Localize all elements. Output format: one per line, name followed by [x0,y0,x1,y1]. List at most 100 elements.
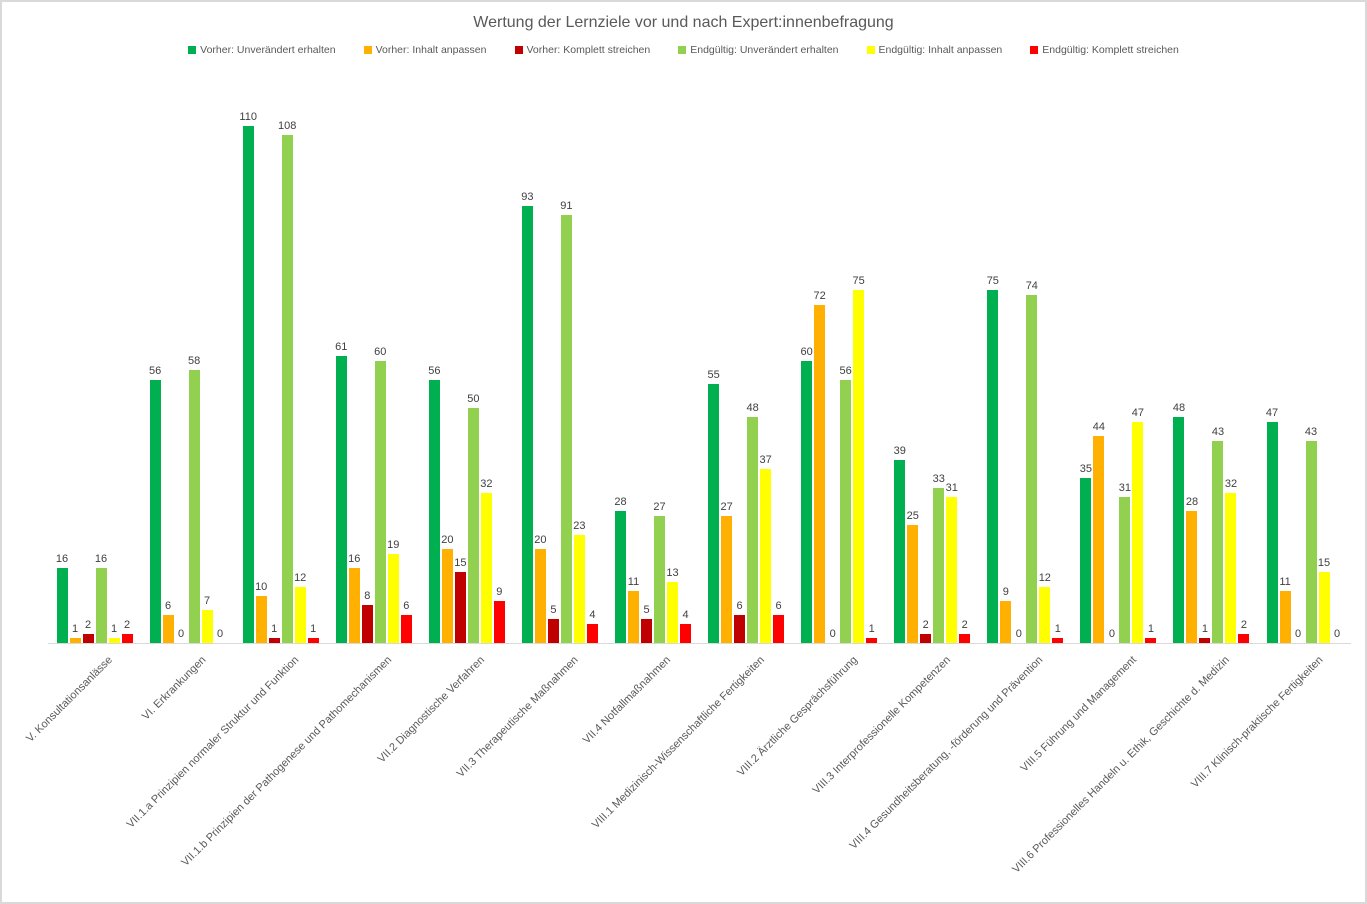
bar-value-label: 32 [1224,478,1238,490]
bar-slot: 0 [826,78,839,643]
bar-value-label: 37 [759,454,772,466]
bar-value-label: 27 [653,501,666,513]
bar [1212,441,1224,643]
bar [586,624,598,643]
bar-value-label: 16 [348,553,361,565]
bar [307,638,319,643]
bar-slot: 2 [121,78,134,643]
bar [907,525,919,643]
bar-value-label: 7 [204,595,211,607]
bar [1186,511,1198,643]
bar-value-label: 28 [614,496,627,508]
x-axis-labels: V. Konsultationsanlässe VI. Erkrankungen V… [24,644,1351,904]
bar-value-label: 2 [123,619,131,631]
bar-group: 39 25 2 33 31 2 [886,78,979,643]
bar-value-label: 6 [775,600,782,612]
bar-slot: 6 [733,78,746,643]
bar-value-label: 11 [1279,576,1291,588]
bar-slot: 1 [1144,78,1157,643]
bar [56,568,68,643]
bar-slot: 0 [1292,78,1305,643]
bar-value-label: 0 [178,628,185,640]
bar-value-label: 47 [1265,407,1279,419]
bar-slot: 5 [640,78,653,643]
bar [400,615,412,643]
bar-slot: 72 [813,78,826,643]
bar-value-label: 10 [255,581,268,593]
bar [1132,422,1144,643]
bar-value-label: 23 [573,520,586,532]
bar-value-label: 9 [1002,586,1009,598]
bar-slot: 110 [239,78,257,643]
bar-group: 48 28 1 43 32 2 [1165,78,1258,643]
bar-slot: 11 [1279,78,1292,643]
x-label-cell: VII.1.b Prinzipien der Pathogenese und P… [180,644,420,904]
bar-value-label: 1 [110,623,118,635]
bar-group: 61 16 8 60 19 6 [327,78,420,643]
bar-slot: 12 [294,78,307,643]
bar-slot: 1 [865,78,878,643]
bar-value-label: 6 [403,600,410,612]
bar-slot: 27 [653,78,666,643]
bar [387,554,399,643]
bar-value-label: 27 [720,501,733,513]
bar-slot: 1 [307,78,320,643]
bar [335,356,347,643]
bar-slot: 2 [82,78,95,643]
bar-value-label: 60 [374,346,387,358]
bar-slot: 48 [746,78,759,643]
bar [294,587,306,643]
bar-slot: 60 [800,78,813,643]
bar-slot: 8 [361,78,374,643]
legend-label: Vorher: Unverändert erhalten [200,44,336,56]
bar [162,615,174,643]
x-axis-label: VI. Erkrankungen [139,654,209,723]
bar-value-label: 1 [1201,623,1209,635]
bar-slot: 43 [1305,78,1318,643]
bar [348,568,360,643]
legend-swatch-icon [678,46,687,54]
bar [814,305,826,643]
bar-slot: 13 [666,78,679,643]
bar-value-label: 0 [829,628,836,640]
bar-slot: 16 [95,78,108,643]
bar [480,493,492,643]
bar-value-label: 60 [800,346,813,358]
bar [201,610,213,643]
bar-group: 56 6 0 58 7 0 [141,78,234,643]
bar [721,516,733,643]
bar-slot: 33 [932,78,945,643]
x-axis-label: V. Konsultationsanlässe [24,654,116,745]
bar-slot: 91 [560,78,573,643]
bar-value-label: 93 [521,191,534,203]
bar [534,549,546,643]
bar-slot: 23 [573,78,586,643]
bar [573,535,585,643]
bar-slot: 56 [428,78,441,643]
bar [708,384,720,643]
bar-value-label: 2 [961,619,968,631]
legend-swatch-icon [188,46,197,54]
bar-value-label: 4 [682,609,689,621]
bar-value-label: 20 [534,534,547,546]
bar-value-label: 33 [932,473,945,485]
bar [801,361,813,643]
bar-slot: 15 [454,78,467,643]
bar-group: 16 1 2 16 1 2 [48,78,141,643]
legend-label: Endgültig: Inhalt anpassen [878,44,1003,56]
bar [428,380,440,643]
bar-value-label: 56 [148,365,162,377]
bar-value-label: 6 [165,600,172,612]
bar-slot: 56 [149,78,162,643]
bar-slot: 2 [919,78,932,643]
bar-slot: 55 [707,78,720,643]
bar [1119,497,1131,643]
bar [773,615,785,643]
bar-value-label: 32 [480,478,493,490]
bar-slot: 0 [1105,78,1118,643]
bar [547,619,559,643]
bar [1145,638,1157,643]
bar-value-label: 12 [1038,572,1051,584]
x-label-cell: V. Konsultationsanlässe [24,644,141,904]
bar-value-label: 74 [1025,280,1038,292]
